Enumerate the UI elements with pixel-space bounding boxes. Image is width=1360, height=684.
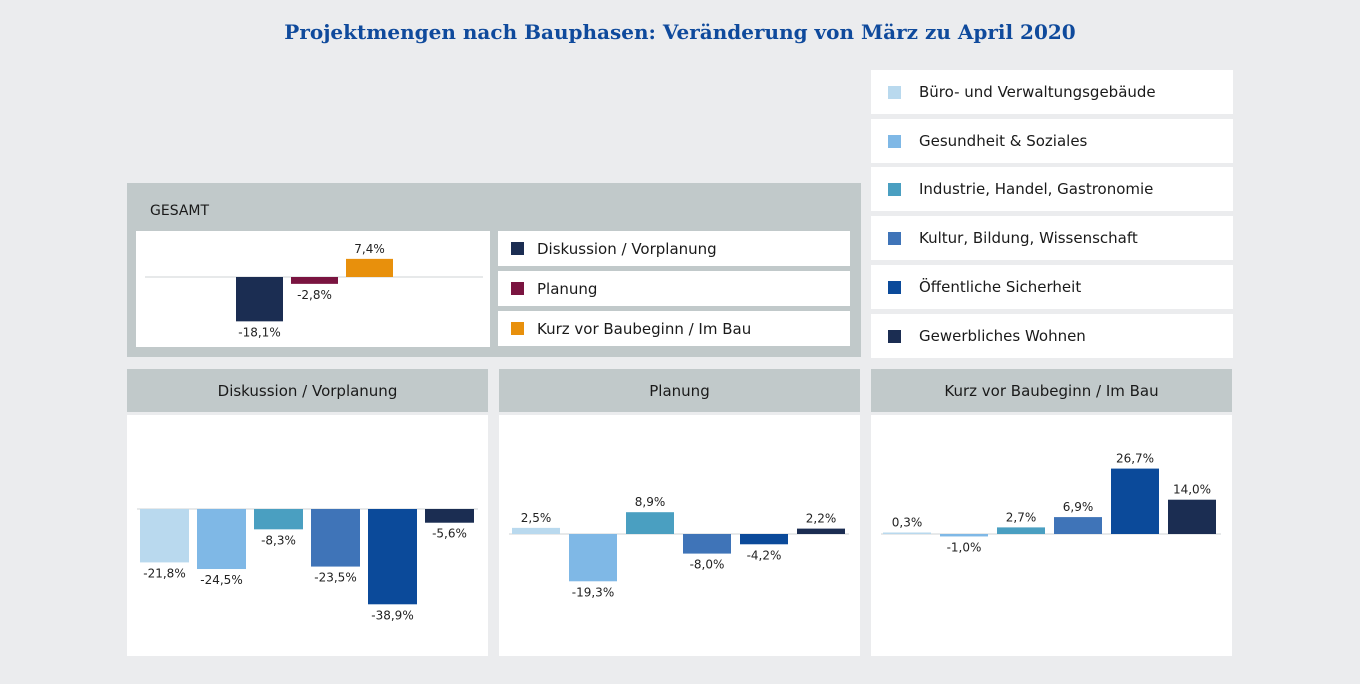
legend-swatch: [888, 280, 901, 294]
legend-swatch: [888, 329, 901, 343]
bar: [236, 277, 283, 322]
bar: [140, 509, 189, 563]
legend-label: Kultur, Bildung, Wissenschaft: [919, 229, 1138, 247]
bar: [311, 509, 360, 567]
data-label: -21,8%: [143, 566, 185, 580]
legend-item: Gewerbliches Wohnen: [871, 314, 1233, 358]
data-label: -5,6%: [432, 527, 467, 541]
gesamt-chart-area: [136, 231, 490, 347]
data-label: 7,4%: [354, 242, 385, 256]
legend-swatch: [888, 231, 901, 245]
data-label: -8,3%: [261, 533, 296, 547]
bar: [569, 534, 617, 582]
legend-item: Industrie, Handel, Gastronomie: [871, 167, 1233, 211]
data-label: -18,1%: [238, 325, 280, 339]
legend-swatch: [511, 242, 524, 255]
gesamt-panel: GESAMT Diskussion / Vorplanung Planung Kur…: [127, 183, 861, 357]
data-label: -1,0%: [947, 540, 982, 554]
chart-title: Projektmengen nach Bauphasen: Veränderun…: [284, 20, 1076, 44]
legend-item: Kultur, Bildung, Wissenschaft: [871, 216, 1233, 260]
data-label: -2,8%: [297, 288, 332, 302]
legend-label: Öffentliche Sicherheit: [919, 278, 1082, 296]
panel-planung: Planung: [499, 369, 860, 656]
bar: [291, 277, 338, 284]
bar: [740, 534, 788, 545]
data-label: -19,3%: [572, 585, 614, 599]
legend-swatch: [888, 182, 901, 196]
bar: [1054, 517, 1102, 534]
legend-label: Kurz vor Baubeginn / Im Bau: [537, 319, 752, 338]
bar: [197, 509, 246, 570]
legend-item: Gesundheit & Soziales: [871, 119, 1233, 163]
bar: [254, 509, 303, 530]
phase-legend-item: Kurz vor Baubeginn / Im Bau: [498, 311, 850, 346]
bar: [626, 512, 674, 534]
legend-label: Planung: [537, 279, 598, 298]
bar: [940, 534, 988, 537]
phase-legend-item: Diskussion / Vorplanung: [498, 231, 850, 266]
legend-label: Diskussion / Vorplanung: [537, 239, 717, 258]
bar: [1168, 499, 1216, 534]
data-label: -38,9%: [371, 608, 413, 622]
bar: [512, 527, 560, 534]
legend-label: Büro- und Verwaltungsgebäude: [919, 83, 1156, 101]
legend-swatch: [888, 85, 901, 99]
legend-swatch: [888, 134, 901, 148]
gesamt-title: GESAMT: [150, 203, 210, 219]
legend-swatch: [511, 282, 524, 295]
data-label: 2,7%: [1006, 510, 1037, 524]
panel-title: Diskussion / Vorplanung: [127, 369, 488, 412]
data-label: -24,5%: [200, 573, 242, 587]
data-label: 6,9%: [1063, 500, 1094, 514]
panel-title: Planung: [499, 369, 860, 412]
data-label: -8,0%: [690, 558, 725, 572]
bar: [797, 528, 845, 534]
bar: [997, 527, 1045, 534]
data-label: -4,2%: [747, 548, 782, 562]
data-label: -23,5%: [314, 571, 356, 585]
legend-label: Industrie, Handel, Gastronomie: [919, 180, 1154, 198]
panel-kurz-vor-baubeginn: Kurz vor Baubeginn / Im Bau: [871, 369, 1232, 656]
phase-legend-item: Planung: [498, 271, 850, 306]
data-label: 2,2%: [806, 512, 837, 526]
legend-label: Gesundheit & Soziales: [919, 132, 1088, 150]
legend-item: Öffentliche Sicherheit: [871, 265, 1233, 309]
data-label: 14,0%: [1173, 483, 1211, 497]
data-label: 0,3%: [892, 516, 923, 530]
legend-item: Büro- und Verwaltungsgebäude: [871, 70, 1233, 114]
panel-title: Kurz vor Baubeginn / Im Bau: [871, 369, 1232, 412]
data-label: 26,7%: [1116, 452, 1154, 466]
bar: [368, 509, 417, 605]
data-label: 8,9%: [635, 495, 666, 509]
bar: [683, 534, 731, 554]
legend-swatch: [511, 322, 524, 335]
bar: [346, 258, 393, 277]
bar: [1111, 468, 1159, 534]
data-label: 2,5%: [521, 511, 552, 525]
legend-label: Gewerbliches Wohnen: [919, 327, 1086, 345]
bar: [883, 532, 931, 534]
bar: [425, 509, 474, 523]
